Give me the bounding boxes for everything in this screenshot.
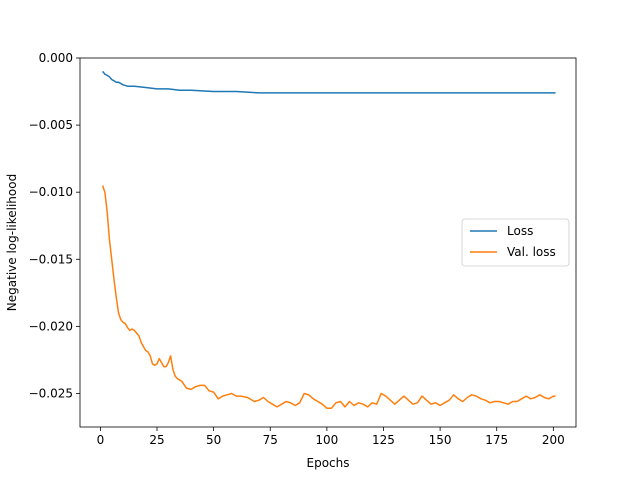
x-tick-label: 75 xyxy=(263,433,278,447)
y-tick-label: −0.015 xyxy=(29,252,73,266)
legend: Loss Val. loss xyxy=(461,218,570,267)
x-tick-label: 25 xyxy=(149,433,164,447)
y-tick-label: −0.005 xyxy=(29,118,73,132)
legend-entry-label: Loss xyxy=(507,224,533,238)
y-tick-label: −0.020 xyxy=(29,319,73,333)
series-line-loss xyxy=(102,70,556,94)
x-axis-label: Epochs xyxy=(307,456,350,470)
x-tick-label: 0 xyxy=(97,433,105,447)
x-tick-label: 200 xyxy=(542,433,565,447)
legend-entry-label: Val. loss xyxy=(507,245,556,259)
y-axis-label: Negative log-likelihood xyxy=(5,174,19,311)
y-tick-label: 0.000 xyxy=(39,51,73,65)
series-line-val-loss xyxy=(101,185,556,409)
x-axis: 0 25 50 75 100 125 150 175 200 xyxy=(97,427,565,447)
x-tick-label: 50 xyxy=(206,433,221,447)
x-tick-label: 100 xyxy=(315,433,338,447)
y-tick-label: −0.025 xyxy=(29,386,73,400)
plot-area xyxy=(101,70,556,409)
plot-frame xyxy=(79,57,577,428)
x-tick-label: 150 xyxy=(429,433,452,447)
x-tick-label: 125 xyxy=(372,433,395,447)
y-tick-label: −0.010 xyxy=(29,185,73,199)
x-tick-label: 175 xyxy=(485,433,508,447)
y-axis: 0.000 −0.005 −0.010 −0.015 −0.020 −0.025 xyxy=(29,51,80,400)
